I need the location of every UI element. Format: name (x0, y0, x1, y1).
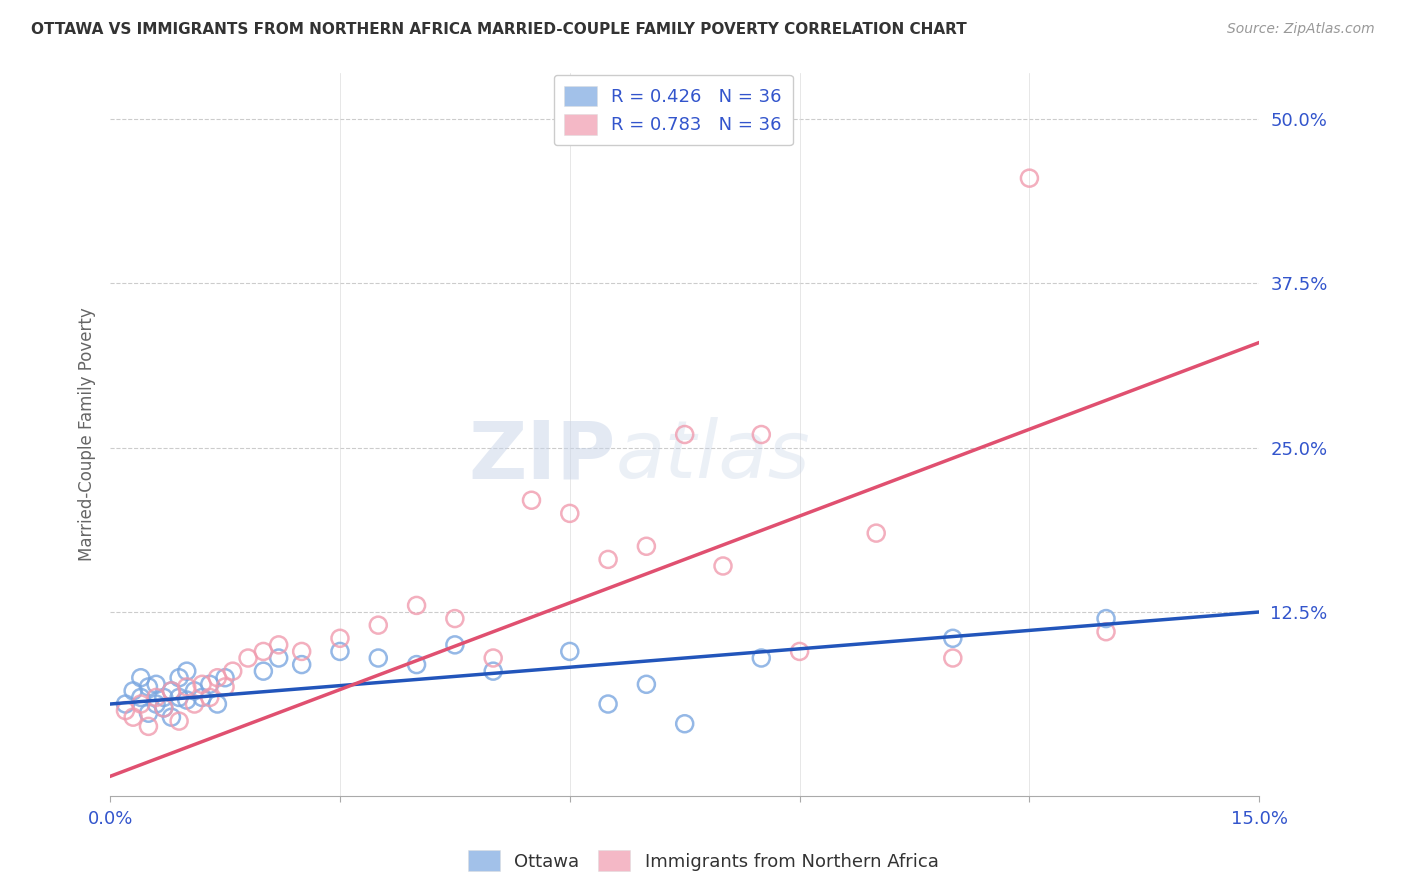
Point (749, 427, 772, 442)
Point (942, 632, 965, 646)
Point (138, 706, 160, 721)
Point (129, 671, 152, 685)
Point (267, 651, 290, 665)
Point (207, 671, 229, 685)
Point (749, 651, 772, 665)
Point (122, 684, 145, 698)
Point (520, 493, 543, 508)
Point (198, 690, 221, 705)
Point (329, 632, 352, 646)
Point (129, 690, 152, 705)
Point (176, 680, 198, 694)
Point (673, 427, 696, 442)
Point (291, 657, 314, 672)
Point (598, 697, 620, 711)
Point (558, 644, 581, 658)
Point (160, 684, 183, 698)
Point (183, 684, 205, 698)
Point (1018, 171, 1040, 186)
Point (789, 644, 811, 658)
Point (405, 657, 427, 672)
Point (1095, 611, 1118, 625)
Point (122, 710, 145, 724)
Text: atlas: atlas (616, 417, 810, 495)
Point (214, 671, 236, 685)
Point (152, 690, 174, 705)
Legend: Ottawa, Immigrants from Northern Africa: Ottawa, Immigrants from Northern Africa (460, 843, 946, 879)
Point (176, 664, 198, 678)
Point (191, 690, 214, 705)
Y-axis label: Married-Couple Family Poverty: Married-Couple Family Poverty (79, 308, 96, 561)
Point (138, 680, 160, 694)
Point (167, 690, 190, 705)
Point (145, 690, 167, 705)
Point (138, 719, 160, 733)
Point (145, 677, 167, 691)
Point (176, 693, 198, 707)
Point (167, 671, 190, 685)
Point (214, 680, 236, 694)
Point (291, 644, 314, 658)
Point (1095, 624, 1118, 639)
Point (191, 677, 214, 691)
Text: Source: ZipAtlas.com: Source: ZipAtlas.com (1227, 22, 1375, 37)
Point (482, 651, 505, 665)
Point (236, 651, 259, 665)
Point (865, 526, 887, 541)
Point (160, 684, 183, 698)
Point (152, 701, 174, 715)
Point (405, 599, 427, 613)
Point (198, 677, 221, 691)
Point (329, 644, 352, 658)
Point (152, 701, 174, 715)
Text: ZIP: ZIP (468, 417, 616, 495)
Point (252, 664, 274, 678)
Point (711, 559, 734, 574)
Point (636, 539, 658, 553)
Point (207, 697, 229, 711)
Point (367, 618, 389, 632)
Point (114, 697, 136, 711)
Point (367, 651, 389, 665)
Point (673, 716, 696, 731)
Point (252, 644, 274, 658)
Point (558, 507, 581, 521)
Legend: R = 0.426   N = 36, R = 0.783   N = 36: R = 0.426 N = 36, R = 0.783 N = 36 (554, 75, 793, 145)
Point (942, 651, 965, 665)
Point (114, 704, 136, 718)
Point (482, 664, 505, 678)
Point (145, 697, 167, 711)
Point (267, 638, 290, 652)
Point (222, 664, 245, 678)
Point (636, 677, 658, 691)
Point (444, 611, 467, 625)
Point (183, 697, 205, 711)
Point (167, 714, 190, 728)
Point (444, 638, 467, 652)
Text: OTTAWA VS IMMIGRANTS FROM NORTHERN AFRICA MARRIED-COUPLE FAMILY POVERTY CORRELAT: OTTAWA VS IMMIGRANTS FROM NORTHERN AFRIC… (31, 22, 967, 37)
Point (598, 552, 620, 566)
Point (160, 710, 183, 724)
Point (129, 697, 152, 711)
